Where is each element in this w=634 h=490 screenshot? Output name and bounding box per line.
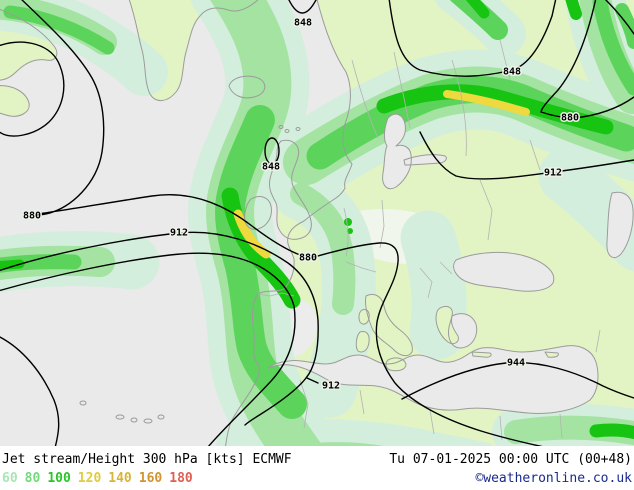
jet-core-atlantic-100 [215, 105, 307, 419]
map-canvas: 848 848 848 880 880 880 912 912 912 944 [0, 0, 634, 446]
contour-912-east [419, 131, 634, 180]
jet-shading-layer [0, 0, 634, 446]
jet-core-se-bright [589, 423, 634, 440]
contour-880-northeast [540, 0, 634, 119]
small-islands [79, 125, 301, 424]
contour-label-912: 912 [322, 381, 340, 392]
contour-848-top [288, 0, 317, 14]
jet-spot-germany-2 [347, 228, 353, 234]
contour-880-nw-low [0, 41, 65, 137]
contour-layer [0, 0, 634, 446]
legend-value-140: 140 [108, 471, 132, 486]
contour-label-848: 848 [503, 67, 521, 78]
legend-value-80: 80 [24, 471, 41, 486]
footer-bar: Jet stream/Height 300 hPa [kts] ECMWF Tu… [0, 446, 634, 490]
contour-848-loop [264, 137, 280, 165]
legend-value-160: 160 [138, 471, 163, 486]
contour-label-944: 944 [507, 358, 525, 369]
contour-ne-corner [604, 0, 634, 35]
wind-speed-legend: 60 80 100 120 140 160 180 [2, 471, 200, 486]
jet-core-nw-corner-100 [3, 5, 115, 55]
jet-band-east-mint [538, 148, 634, 271]
contour-label-880: 880 [561, 113, 579, 124]
jet-spot-germany-1 [344, 218, 352, 226]
jet-core-ne-edge-100 [592, 0, 634, 96]
jet-max-russia-yellow [443, 90, 530, 116]
contour-848-scandinavia [388, 0, 557, 77]
jet-max-ireland-yellow [233, 209, 271, 259]
contour-912-west-trough [0, 231, 319, 426]
legend-value-180: 180 [169, 471, 193, 486]
jet-core-west-bright [0, 259, 25, 271]
forecast-datetime: Tu 07-01-2025 00:00 UTC (00+48) [389, 452, 632, 467]
contour-label-848: 848 [262, 162, 280, 173]
contour-sw-corner [0, 336, 60, 446]
contour-labels: 848 848 848 880 880 880 912 912 912 944 [21, 16, 580, 393]
map-title: Jet stream/Height 300 hPa [kts] ECMWF [2, 452, 292, 467]
contour-label-848: 848 [294, 18, 312, 29]
contour-label-880: 880 [23, 211, 41, 222]
contour-label-912: 912 [170, 228, 188, 239]
contour-label-912: 912 [544, 168, 562, 179]
contour-944-west [0, 252, 296, 446]
copyright-text: ©weatheronline.co.uk [475, 471, 632, 486]
coastline-layer [0, 0, 634, 446]
jet-core-top-bright [465, 0, 490, 19]
legend-value-100: 100 [47, 471, 71, 486]
contour-912-label-tick [306, 377, 319, 384]
legend-value-60: 60 [2, 471, 18, 486]
contour-880-main [21, 0, 543, 446]
contour-label-880: 880 [299, 253, 317, 264]
jet-stream-map: 848 848 848 880 880 880 912 912 912 944 [0, 0, 634, 446]
border-layer [257, 39, 601, 441]
jet-core-ne-bright [565, 0, 582, 20]
legend-value-120: 120 [77, 471, 102, 486]
contour-944 [401, 361, 634, 400]
